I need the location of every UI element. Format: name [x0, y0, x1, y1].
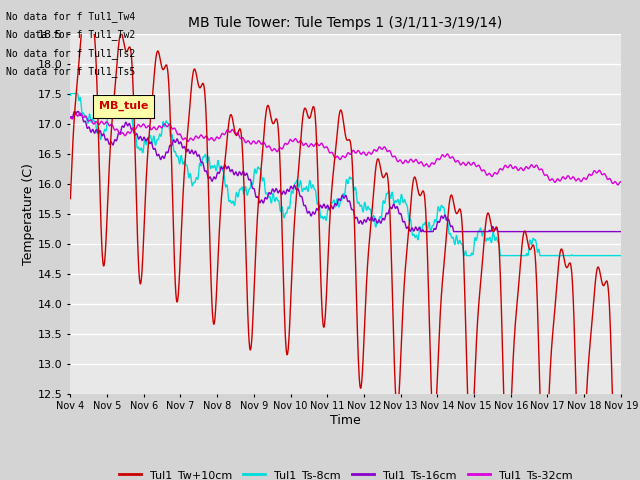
Title: MB Tule Tower: Tule Temps 1 (3/1/11-3/19/14): MB Tule Tower: Tule Temps 1 (3/1/11-3/19… [188, 16, 503, 30]
Text: No data for f Tul1_Ts5: No data for f Tul1_Ts5 [6, 66, 136, 77]
Text: No data for f Tul1_Tw4: No data for f Tul1_Tw4 [6, 11, 136, 22]
Legend: Tul1_Tw+10cm, Tul1_Ts-8cm, Tul1_Ts-16cm, Tul1_Ts-32cm: Tul1_Tw+10cm, Tul1_Ts-8cm, Tul1_Ts-16cm,… [115, 466, 577, 480]
Y-axis label: Temperature (C): Temperature (C) [22, 163, 35, 264]
Text: No data for f Tul1_Ts2: No data for f Tul1_Ts2 [6, 48, 136, 59]
Text: MB_tule: MB_tule [99, 101, 148, 111]
Text: No data for f Tul1_Tw2: No data for f Tul1_Tw2 [6, 29, 136, 40]
X-axis label: Time: Time [330, 414, 361, 427]
